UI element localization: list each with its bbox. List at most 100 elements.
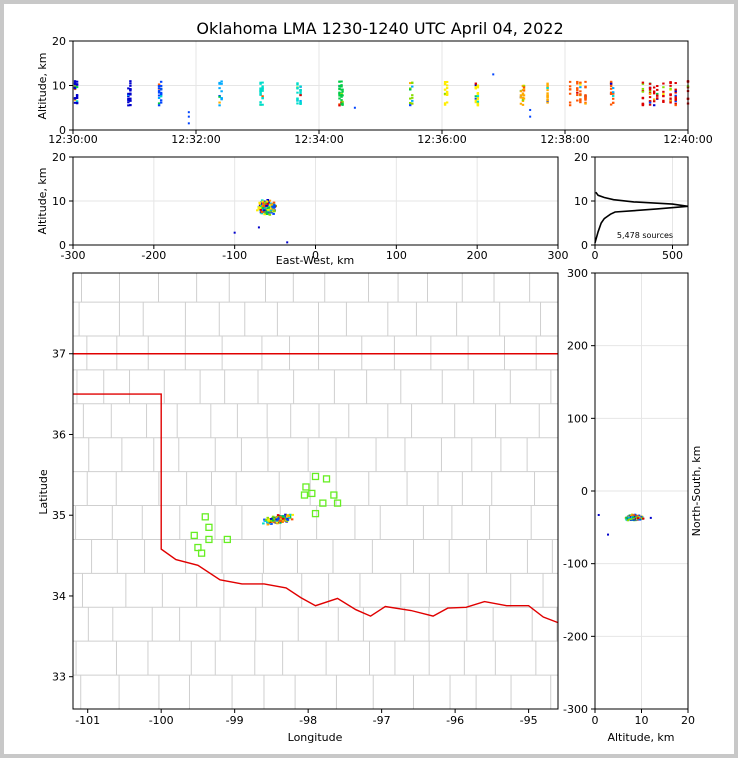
north-south-source — [629, 518, 632, 521]
time-height-source — [75, 96, 79, 99]
longitude-tick-label: -97 — [373, 714, 391, 727]
time-height-source — [648, 96, 652, 99]
time-tick-label: 12:38:00 — [540, 133, 589, 146]
time-height-source — [652, 90, 656, 93]
time-height-source — [73, 80, 77, 83]
east-west-source — [265, 204, 268, 207]
east-west-tick-label: -100 — [222, 249, 247, 262]
altitude-tick-label: 0 — [59, 239, 66, 252]
time-height-source — [299, 85, 302, 88]
time-height-source — [656, 94, 659, 97]
north-south-ticks: 0 10 20 -300 -200 -100 0 100 200 300 — [563, 267, 695, 727]
time-height-source — [341, 94, 344, 97]
time-height-source — [299, 94, 302, 97]
plan-view-ticks: -101 -100 -99 -98 -97 -96 -95 33 34 35 36 37 — [52, 348, 538, 727]
north-south-tick-label: 100 — [567, 412, 588, 425]
time-height-source — [445, 87, 449, 90]
north-south-tick-label: -200 — [563, 630, 588, 643]
north-south-tick-label: -100 — [563, 558, 588, 571]
east-west-source — [261, 207, 265, 210]
time-height-source — [261, 86, 264, 89]
time-height-source — [674, 90, 677, 93]
time-height-sources — [73, 73, 690, 125]
north-south-tick-label: 0 — [581, 485, 588, 498]
time-height-source — [521, 99, 525, 102]
time-height-source — [445, 101, 449, 104]
time-height-source — [546, 87, 549, 90]
time-height-source — [576, 99, 579, 102]
north-south-source — [635, 516, 638, 519]
north-south-tick-label: 300 — [567, 267, 588, 280]
lma-station-marker — [308, 489, 316, 498]
lma-station-marker — [330, 491, 338, 499]
time-height-source — [662, 99, 665, 102]
east-west-source — [263, 201, 267, 204]
time-height-source — [127, 99, 130, 102]
east-west-source — [260, 212, 264, 215]
time-height-source — [584, 94, 587, 97]
time-height-source — [129, 82, 132, 85]
east-west-sources — [233, 199, 289, 244]
longitude-tick-label: -98 — [299, 714, 317, 727]
east-west-source — [263, 200, 266, 203]
lma-station-marker — [197, 549, 206, 557]
plan-view-source — [279, 516, 282, 519]
time-height-source — [218, 87, 221, 90]
time-height-source — [576, 80, 579, 83]
time-height-source — [296, 97, 299, 100]
time-height-source — [341, 90, 344, 93]
time-height-source — [220, 90, 223, 93]
time-height-source — [522, 94, 526, 97]
time-height-source — [669, 87, 672, 90]
north-south-source — [632, 514, 636, 517]
east-west-panel: -300 -200 -100 0 100 200 300 0 10 20 Altitude, km… — [36, 151, 569, 267]
lma-station-marker — [205, 535, 213, 544]
plan-view-source — [269, 518, 273, 521]
time-height-source — [299, 89, 302, 92]
lma-station-marker — [201, 513, 209, 521]
lma-station-marker — [223, 535, 231, 544]
time-height-source — [129, 99, 132, 102]
time-height-source — [340, 85, 343, 88]
histogram-ticks: 0 500 0 10 20 — [574, 151, 683, 262]
time-height-source — [648, 86, 652, 89]
time-height-source — [73, 82, 77, 85]
time-height-source — [576, 91, 579, 94]
time-height-source — [641, 87, 645, 90]
time-height-source — [159, 87, 163, 90]
time-height-source — [669, 88, 672, 91]
plan-view-source — [291, 513, 295, 516]
time-height-source — [474, 87, 478, 90]
east-west-source — [257, 226, 260, 229]
time-height-source — [611, 87, 615, 90]
time-height-source — [584, 102, 587, 105]
time-height-source — [218, 81, 221, 84]
time-height-source — [129, 97, 132, 100]
plan-view-source — [281, 519, 285, 522]
time-height-source — [411, 94, 414, 97]
time-height-source — [129, 88, 132, 91]
time-height-source — [75, 80, 79, 83]
histogram-tick-label: 0 — [592, 249, 599, 262]
east-west-source — [266, 201, 270, 204]
time-height-source — [187, 122, 190, 125]
latitude-tick-label: 33 — [52, 671, 66, 684]
plan-view-source — [284, 517, 288, 520]
time-height-source — [652, 104, 656, 107]
figure-background — [4, 4, 734, 754]
plan-view-source — [288, 513, 292, 516]
time-height-source — [474, 82, 478, 85]
time-height-source — [579, 86, 582, 89]
time-height-source — [576, 89, 579, 92]
east-west-source — [268, 204, 272, 207]
plan-view-source — [283, 515, 287, 518]
time-height-source — [522, 86, 526, 89]
lma-station-marker — [190, 531, 198, 540]
north-south-tick-label: -300 — [563, 703, 588, 716]
north-south-ylabel: North-South, km — [690, 446, 703, 537]
time-height-source — [157, 102, 161, 105]
time-height-source — [338, 104, 341, 107]
plan-view-source — [271, 515, 275, 518]
time-height-source — [609, 103, 613, 106]
east-west-tick-label: -300 — [61, 249, 86, 262]
